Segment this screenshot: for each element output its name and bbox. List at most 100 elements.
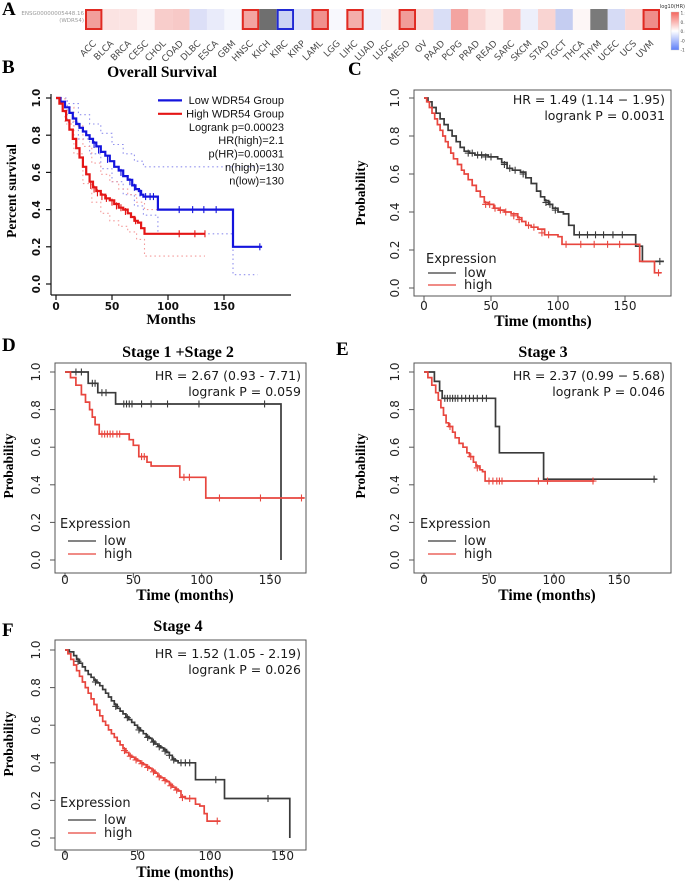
b-legend-label: n(low)=130 xyxy=(229,175,284,187)
d-legend-title: Expression xyxy=(60,517,131,532)
d-title: Stage 1 +Stage 2 xyxy=(122,344,234,361)
c-ytick: 0.8 xyxy=(388,126,402,145)
c-xtick: 0 xyxy=(420,299,428,313)
d-ytick: 1.0 xyxy=(29,362,43,381)
heatmap-cell-UVM xyxy=(642,9,660,30)
colorbar-tick: 0.5 xyxy=(681,20,685,26)
colorbar xyxy=(670,11,680,51)
c-ytick: 0.4 xyxy=(388,202,402,221)
gene-symbol: (WDR54) xyxy=(59,17,84,24)
heatmap-cell-LAML xyxy=(311,9,329,30)
heatmap-cell-OV xyxy=(416,9,434,30)
b-ytick: 1.0 xyxy=(31,89,43,108)
c-xtick: 150 xyxy=(614,299,637,313)
e-xtick: 150 xyxy=(608,573,631,587)
heatmap-label-LGG: LGG xyxy=(322,39,342,59)
panel-d-label: D xyxy=(2,335,16,356)
d-xlabel: Time (months) xyxy=(136,587,233,604)
heatmap-cell-READ xyxy=(485,9,504,30)
f-ytick: 0.4 xyxy=(29,753,43,772)
f-xtick: 0 xyxy=(61,849,69,863)
heatmap-cell-border-ACC xyxy=(85,9,103,30)
heatmap-cell-border-KIRC xyxy=(276,9,295,30)
heatmap-cell-UCS xyxy=(625,9,643,30)
heatmap-cell-UCEC xyxy=(607,9,626,30)
b-legend-label: p(HR)=0.00031 xyxy=(208,149,284,161)
d-plot-box xyxy=(54,362,307,574)
panel-c-km-plot: 0 50 100 150 0.0 0.2 0.4 0.6 0.8 1.0 Time (months)… xyxy=(353,88,672,330)
heatmap-cell-PAAD xyxy=(433,9,451,30)
heatmap-cell-border-MESO xyxy=(398,9,417,30)
f-legend-label: high xyxy=(104,826,132,841)
d-ytick: 0.0 xyxy=(29,550,43,569)
d-xtick: 50 xyxy=(126,573,141,587)
e-xlabel: Time (months) xyxy=(498,587,595,604)
c-legend-label: high xyxy=(464,278,492,293)
c-ytick: 1.0 xyxy=(388,88,402,107)
heatmap-cell-PRAD xyxy=(468,9,486,30)
b-ytick: 0.4 xyxy=(31,200,43,219)
c-xlabel: Time (months) xyxy=(494,313,591,330)
e-ytick: 0.4 xyxy=(388,475,402,494)
f-annotation: logrank P = 0.026 xyxy=(188,662,301,677)
heatmap-cell-TGCT xyxy=(555,9,573,30)
c-plot-box xyxy=(413,89,672,297)
colorbar-tick: -0.5 xyxy=(681,38,685,44)
f-legend-title: Expression xyxy=(60,796,131,811)
heatmap-cell-ACC xyxy=(85,9,103,30)
d-series-high xyxy=(65,371,305,499)
f-xtick: 100 xyxy=(199,849,222,863)
d-xtick: 0 xyxy=(61,573,69,587)
b-ytick: 0.2 xyxy=(31,237,43,256)
e-ylabel: Probability xyxy=(353,433,368,498)
colorbar-tick: -1.0 xyxy=(681,48,685,54)
heatmap-cell-CESC xyxy=(137,9,155,30)
b-legend-label: Logrank p=0.00023 xyxy=(189,122,284,134)
d-ytick: 0.8 xyxy=(29,400,43,419)
heatmap-cell-SKCM xyxy=(520,9,539,30)
b-xtick: 50 xyxy=(105,301,120,313)
heatmap-cell-BLCA xyxy=(102,9,120,30)
b-legend-label: n(high)=130 xyxy=(225,162,284,174)
d-ytick: 0.6 xyxy=(29,438,43,457)
f-ytick: 0.8 xyxy=(29,678,43,697)
heatmap-cell-SARC xyxy=(503,9,521,30)
panel-e-stage3-km-plot: 0 50 100 150 0.0 0.2 0.4 0.6 0.8 1.0 Stage 3 Time (… xyxy=(353,344,672,604)
c-ytick: 0.2 xyxy=(388,240,402,259)
gene-label: ENSG00000005448.16 (WDR54) xyxy=(10,11,84,24)
b-xtick: 150 xyxy=(213,301,235,313)
b-series-high xyxy=(56,96,205,235)
c-annotation: HR = 1.49 (1.14 − 1.95) xyxy=(513,92,665,107)
panel-f-label: F xyxy=(2,620,14,641)
heatmap-cell-CHOL xyxy=(154,9,173,30)
d-xtick: 100 xyxy=(190,573,213,587)
f-xtick: 50 xyxy=(130,849,145,863)
d-annotation: logrank P = 0.059 xyxy=(188,384,301,399)
d-legend-label: high xyxy=(104,547,132,562)
d-ytick: 0.2 xyxy=(29,513,43,532)
c-ytick: 0.6 xyxy=(388,164,402,183)
f-title: Stage 4 xyxy=(153,618,202,635)
b-series-low-ci-upper xyxy=(56,97,263,168)
panel-d-stage12-km-plot: 0 50 100 150 0.0 0.2 0.4 0.6 0.8 1.0 Stage 1 +Stag… xyxy=(1,344,307,604)
f-ytick: 1.0 xyxy=(29,640,43,659)
e-ytick: 0.8 xyxy=(388,400,402,419)
d-series-low xyxy=(65,371,282,560)
f-ylabel: Probability xyxy=(1,711,16,776)
b-legend-label: Low WDR54 Group xyxy=(189,95,284,107)
heatmap-cell-LGG xyxy=(328,9,347,30)
panel-b-label: B xyxy=(2,57,15,78)
panel-a-heatmap: ACCBLCABRCACESCCHOLCOADDLBCESCAGBMHNSCKI… xyxy=(79,4,685,65)
e-xtick: 50 xyxy=(481,573,496,587)
heatmap-cell-LUAD xyxy=(363,9,382,30)
b-ytick: 0.8 xyxy=(31,126,43,145)
heatmap-cell-KIRC xyxy=(276,9,295,30)
f-ytick: 0.0 xyxy=(29,828,43,847)
e-title: Stage 3 xyxy=(518,344,567,361)
c-xtick: 50 xyxy=(483,299,498,313)
d-legend-label: low xyxy=(104,534,127,549)
c-series-high xyxy=(424,97,662,274)
e-ytick: 0.0 xyxy=(388,550,402,569)
d-annotation: HR = 2.67 (0.93 - 7.71) xyxy=(155,368,301,383)
heatmap-cell-PCPG xyxy=(450,9,469,30)
